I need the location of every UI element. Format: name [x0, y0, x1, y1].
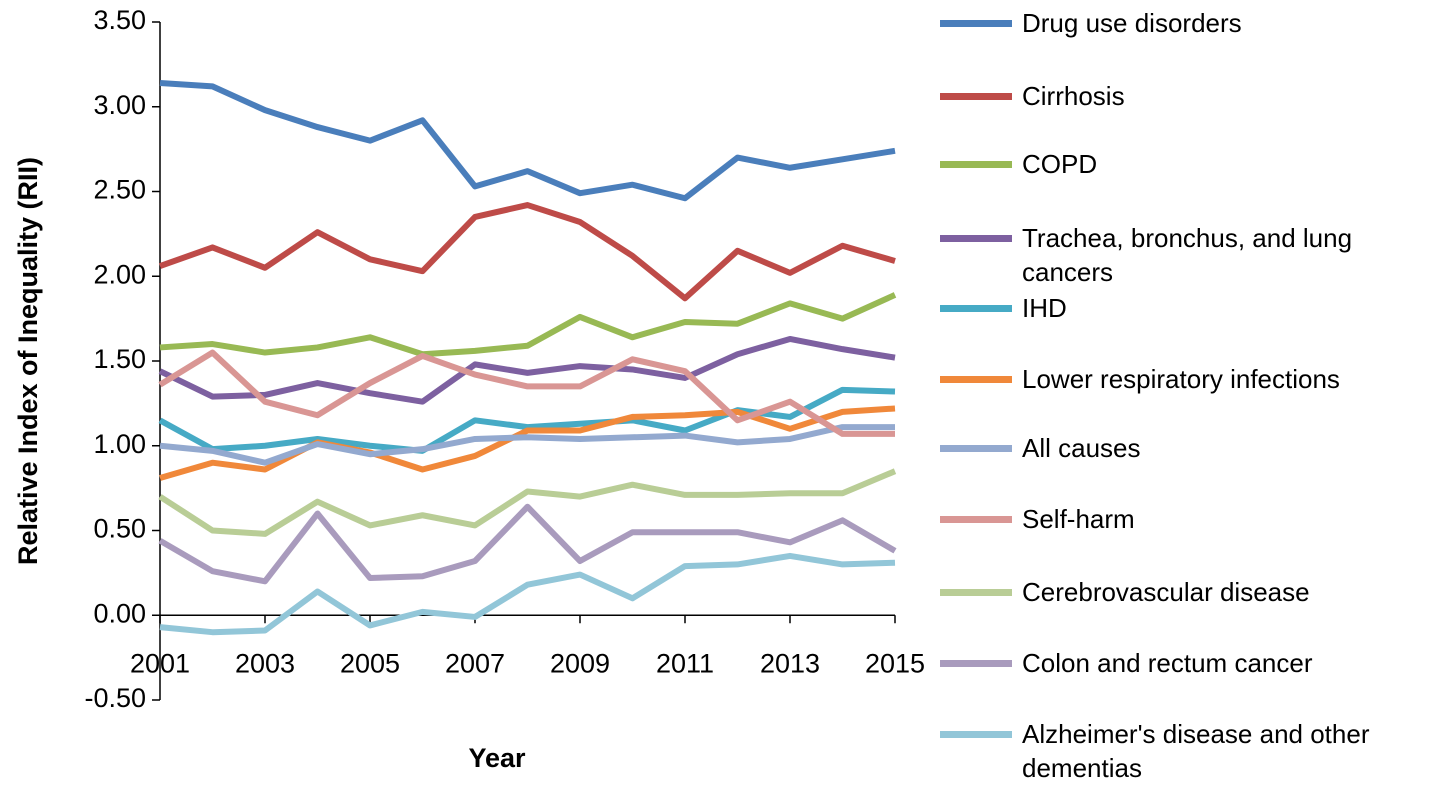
chart: Relative Index of Inequality (RII) Year …	[13, 5, 925, 773]
y-tick-label: 0.00	[93, 598, 146, 628]
legend-label: Drug use disorders	[1022, 8, 1242, 38]
legend-label: Cirrhosis	[1022, 81, 1125, 111]
legend-entry: Trachea, bronchus, and lung cancers	[940, 221, 1440, 289]
x-tick-label: 2013	[760, 648, 820, 678]
y-axis-title: Relative Index of Inequality (RII)	[13, 157, 43, 565]
series-line	[158, 386, 896, 454]
x-tick-label: 2003	[235, 648, 295, 678]
legend-swatch	[940, 731, 1012, 738]
series-line	[159, 405, 896, 481]
legend-label: All causes	[1022, 433, 1141, 463]
x-tick-label: 2005	[340, 648, 400, 678]
series-line	[159, 292, 897, 358]
legend-entry: Cirrhosis	[940, 79, 1440, 113]
series-line	[159, 552, 896, 636]
legend-entry: Colon and rectum cancer	[940, 646, 1440, 680]
legend-label: COPD	[1022, 149, 1098, 179]
legend-swatch	[940, 20, 1012, 27]
series-line	[159, 80, 896, 202]
x-tick-label: 2001	[130, 648, 190, 678]
series-line	[158, 503, 897, 585]
legend-swatch	[940, 376, 1012, 383]
legend-swatch	[940, 161, 1012, 168]
legend-label: Colon and rectum cancer	[1022, 648, 1313, 678]
legend-entry: Cerebrovascular disease	[940, 575, 1440, 609]
y-tick-label: 0.50	[93, 514, 146, 544]
legend-label: IHD	[1022, 293, 1067, 323]
series-line	[158, 335, 896, 405]
x-tick-label: 2007	[445, 648, 505, 678]
y-tick-label: 1.00	[93, 429, 146, 459]
series-line	[158, 349, 895, 437]
x-axis-title: Year	[468, 743, 526, 773]
legend-swatch	[940, 516, 1012, 523]
legend-swatch	[940, 445, 1012, 452]
y-tick-label: 2.00	[93, 259, 146, 289]
series-line	[158, 202, 896, 302]
legend-entry: Drug use disorders	[940, 6, 1440, 40]
legend-entry: IHD	[940, 291, 1440, 325]
legend-label: Self-harm	[1022, 504, 1135, 534]
legend-swatch	[940, 235, 1012, 242]
legend-entry: Lower respiratory infections	[940, 362, 1440, 396]
legend-entry: Alzheimer's disease and other dementias	[940, 717, 1440, 785]
legend-label: Lower respiratory infections	[1022, 364, 1340, 394]
legend-swatch	[940, 660, 1012, 667]
legend-swatch	[940, 305, 1012, 312]
legend-label: Trachea, bronchus, and lung cancers	[1022, 223, 1353, 287]
legend-swatch	[940, 93, 1012, 100]
legend-entry: All causes	[940, 431, 1440, 465]
legend-entry: Self-harm	[940, 502, 1440, 536]
y-tick-label: 3.00	[93, 90, 146, 120]
x-tick-label: 2015	[865, 648, 925, 678]
legend-swatch	[940, 589, 1012, 596]
x-tick-label: 2011	[656, 648, 714, 678]
legend-entry: COPD	[940, 147, 1440, 181]
legend-label: Alzheimer's disease and other dementias	[1022, 719, 1370, 783]
y-tick-label: 2.50	[93, 175, 146, 205]
y-tick-label: 1.50	[93, 344, 146, 374]
y-tick-label: 3.50	[93, 5, 146, 35]
y-tick-label: -0.50	[84, 683, 146, 713]
legend-label: Cerebrovascular disease	[1022, 577, 1310, 607]
x-tick-label: 2009	[550, 648, 610, 678]
series-line	[158, 468, 897, 537]
series-line	[159, 424, 895, 466]
